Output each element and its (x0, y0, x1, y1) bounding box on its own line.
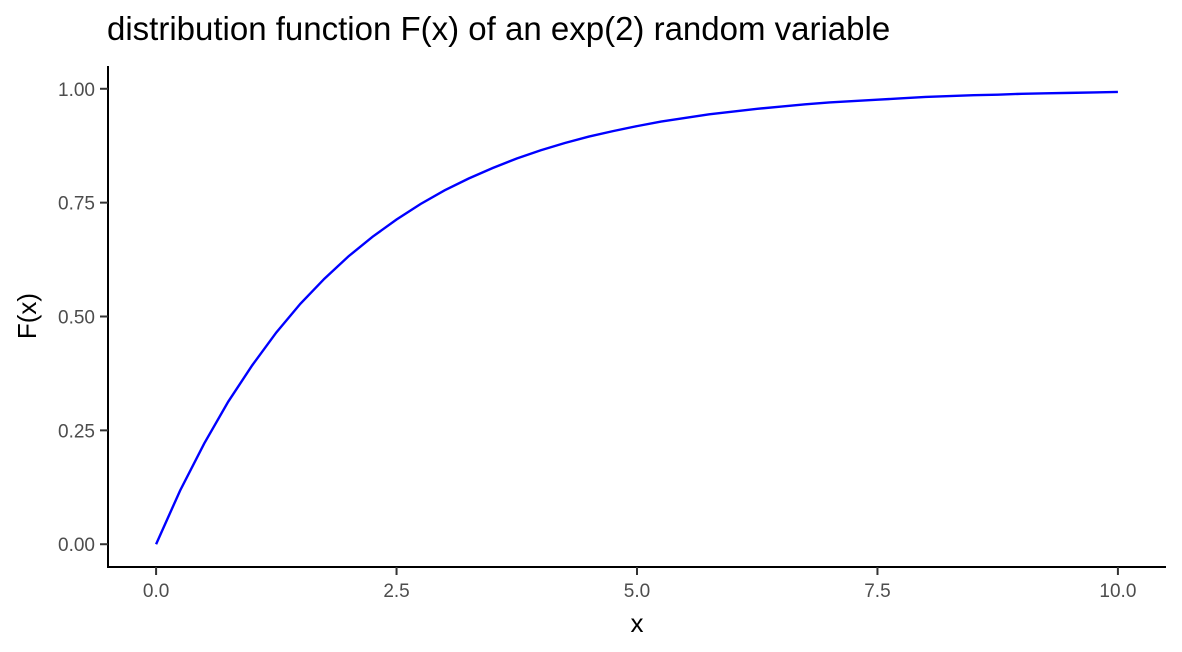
y-axis-title: F(x) (12, 293, 42, 339)
series-line-0 (154, 90, 1118, 545)
x-axis-title: x (631, 608, 644, 638)
x-tick-label: 7.5 (864, 581, 890, 602)
chart-title: distribution function F(x) of an exp(2) … (107, 10, 890, 47)
x-tick-label: 2.5 (383, 581, 409, 602)
y-tick-label: 0.00 (58, 535, 95, 556)
y-axis-ticks: 0.00 0.25 0.50 0.75 1.00 (58, 80, 108, 556)
x-tick-label: 5.0 (624, 581, 650, 602)
y-tick-label: 0.25 (58, 421, 95, 442)
plot-area (154, 90, 1118, 545)
x-axis-ticks: 0.0 2.5 5.0 7.5 10.0 (143, 567, 1136, 602)
y-tick-label: 1.00 (58, 80, 95, 101)
x-tick-label: 10.0 (1099, 581, 1136, 602)
y-tick-label: 0.50 (58, 308, 95, 329)
y-tick-label: 0.75 (58, 194, 95, 215)
x-tick-label: 0.0 (143, 581, 169, 602)
